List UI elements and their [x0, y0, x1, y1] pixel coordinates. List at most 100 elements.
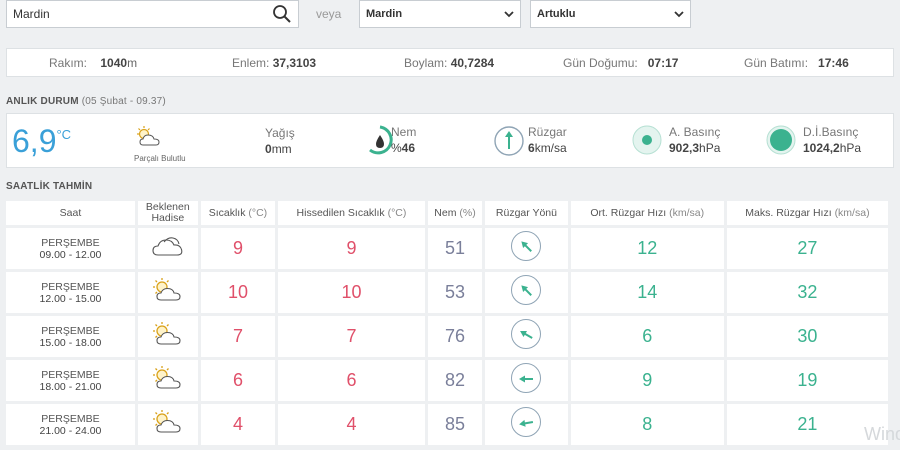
humidity-value: 46 [401, 141, 416, 155]
wind-value: 6 [528, 141, 535, 155]
partly-cloudy-icon [150, 366, 186, 396]
max-wind-cell: 21 [726, 404, 888, 445]
wind-direction-icon [511, 231, 542, 261]
wind-label: Rüzgar [528, 125, 567, 139]
current-condition: Parçalı Bulutlu [134, 154, 186, 163]
pressure: A. Basınç 902,3hPa [669, 125, 720, 155]
col-header-condition: Beklenen Hadise [137, 201, 198, 225]
wind-dir-cell [485, 404, 568, 445]
current-title: ANLIK DURUM [6, 96, 79, 107]
day-label: PERŞEMBE [41, 412, 100, 425]
sunset-label: Gün Batımı: [744, 56, 809, 70]
pressure-unit: hPa [699, 141, 721, 155]
col-header-time: Saat [6, 201, 135, 225]
humidity-cell: 51 [427, 228, 483, 269]
latitude-value: 37,3103 [272, 56, 317, 70]
col-header-avg-wind-label: Ort. Rüzgar Hızı [590, 206, 667, 219]
wind-direction-icon [511, 407, 542, 437]
feels-cell: 4 [278, 404, 425, 445]
search-box[interactable] [6, 0, 299, 28]
condition-cell [137, 404, 198, 445]
col-header-temp-label: Sıcaklık [208, 206, 246, 219]
current-section-title: ANLIK DURUM (05 Şubat - 09.37) [6, 96, 166, 107]
col-header-humidity-unit: (%) [459, 206, 476, 219]
altitude: Rakım: 1040m [49, 56, 137, 70]
feels-cell: 9 [278, 228, 425, 269]
feels-cell: 7 [278, 316, 425, 357]
avg-wind-cell: 6 [570, 316, 724, 357]
sea-level-pressure: D.İ.Basınç 1024,2hPa [803, 125, 861, 155]
hour-range: 18.00 - 21.00 [39, 380, 102, 393]
search-input[interactable] [7, 1, 257, 27]
temp-cell: 4 [200, 404, 276, 445]
precipitation-value: 0 [265, 142, 272, 156]
avg-wind-cell: 14 [570, 272, 724, 313]
temp-cell: 10 [200, 272, 276, 313]
longitude: Boylam: 40,7284 [404, 56, 494, 70]
time-cell: PERŞEMBE 18.00 - 21.00 [6, 360, 135, 401]
hour-range: 09.00 - 12.00 [39, 248, 102, 261]
sunset-value: 17:46 [818, 56, 849, 70]
feels-cell: 6 [278, 360, 425, 401]
precipitation-unit: mm [271, 142, 292, 156]
humidity-label: Nem [391, 125, 417, 139]
district-select[interactable]: Artuklu [530, 0, 691, 28]
col-header-humidity: Nem (%) [427, 201, 483, 225]
table-row: PERŞEMBE 15.00 - 18.00 7 7 76 6 30 [6, 316, 888, 357]
humidity-cell: 53 [427, 272, 483, 313]
district-select-value: Artuklu [537, 8, 576, 20]
avg-wind-cell: 9 [570, 360, 724, 401]
col-header-temp-unit: (°C) [248, 206, 268, 219]
chevron-down-icon [674, 11, 684, 18]
table-row: PERŞEMBE 09.00 - 12.00 9 9 51 12 27 [6, 228, 888, 269]
or-label: veya [316, 7, 342, 21]
avg-wind-cell: 8 [570, 404, 724, 445]
wind-dir-cell [485, 272, 568, 313]
hour-range: 21.00 - 24.00 [39, 424, 102, 437]
col-header-max-wind-label: Maks. Rüzgar Hızı [745, 206, 832, 219]
sunset: Gün Batımı: 17:46 [744, 56, 849, 70]
precipitation: Yağış 0mm [265, 126, 295, 156]
sea-level-pressure-label: D.İ.Basınç [803, 125, 859, 139]
table-row: PERŞEMBE 18.00 - 21.00 6 6 82 9 19 [6, 360, 888, 401]
col-header-max-wind: Maks. Rüzgar Hızı (km/sa) [726, 201, 888, 225]
latitude-label: Enlem: [232, 56, 270, 70]
altitude-unit: m [127, 56, 138, 70]
hourly-section-title: SAATLİK TAHMİN [6, 181, 93, 192]
current-subtitle: (05 Şubat - 09.37) [81, 96, 166, 107]
wind-direction-icon [511, 319, 542, 349]
table-row: PERŞEMBE 12.00 - 15.00 10 10 53 14 32 [6, 272, 888, 313]
current-temperature: 6,9°C [12, 123, 71, 160]
time-cell: PERŞEMBE 12.00 - 15.00 [6, 272, 135, 313]
condition-cell [137, 272, 198, 313]
col-header-avg-wind: Ort. Rüzgar Hızı (km/sa) [570, 201, 724, 225]
current-temp-value: 6,9 [12, 123, 57, 159]
partly-cloudy-icon [150, 278, 186, 308]
max-wind-cell: 32 [726, 272, 888, 313]
city-select[interactable]: Mardin [359, 0, 521, 28]
partly-cloudy-icon [137, 126, 160, 146]
longitude-value: 40,7284 [450, 56, 495, 70]
condition-cell [137, 360, 198, 401]
humidity-cell: 85 [427, 404, 483, 445]
col-header-max-wind-unit: (km/sa) [834, 206, 870, 219]
location-bar: Rakım: 1040m Enlem: 37,3103 Boylam: 40,7… [6, 48, 894, 77]
col-header-feels-unit: (°C) [387, 206, 407, 219]
temp-cell: 6 [200, 360, 276, 401]
temp-cell: 7 [200, 316, 276, 357]
city-select-value: Mardin [366, 8, 403, 20]
time-cell: PERŞEMBE 09.00 - 12.00 [6, 228, 135, 269]
day-label: PERŞEMBE [41, 324, 100, 337]
sea-level-pressure-value: 1024,2 [803, 141, 840, 155]
longitude-label: Boylam: [404, 56, 448, 70]
current-temp-unit: °C [56, 127, 72, 142]
search-icon[interactable] [272, 4, 292, 24]
max-wind-cell: 27 [726, 228, 888, 269]
humidity-cell: 76 [427, 316, 483, 357]
pressure-value: 902,3 [669, 141, 700, 155]
day-label: PERŞEMBE [41, 368, 100, 381]
chevron-down-icon [504, 11, 514, 18]
wind-direction-icon [511, 275, 542, 305]
watermark: Wind [864, 424, 900, 444]
table-header-row: Saat Beklenen Hadise Sıcaklık (°C) Hisse… [6, 201, 888, 225]
